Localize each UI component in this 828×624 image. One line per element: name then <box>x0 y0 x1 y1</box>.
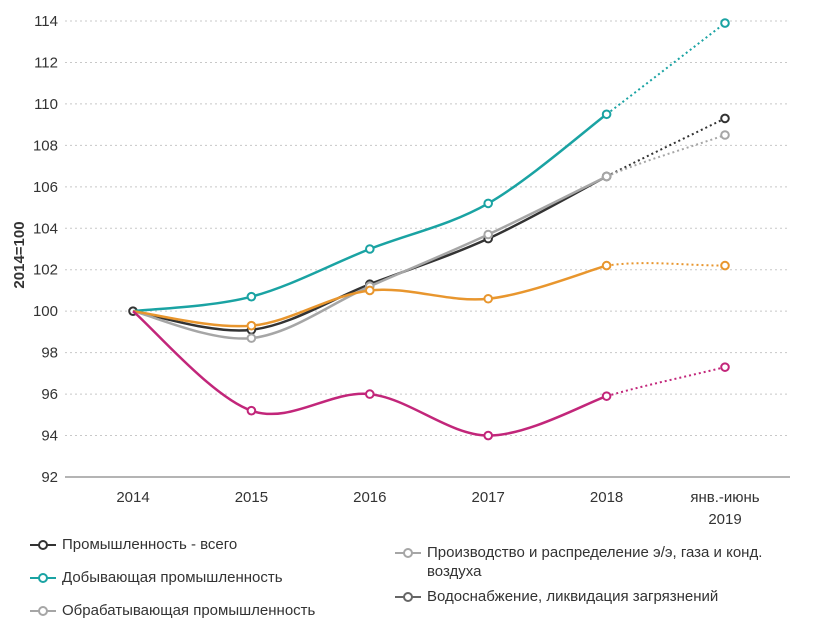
legend-marker <box>395 587 421 606</box>
data-point <box>365 244 375 254</box>
y-tick-label: 102 <box>33 262 58 279</box>
series-projection <box>606 262 726 267</box>
y-axis-label: 2014=100 <box>11 221 28 288</box>
data-point <box>365 389 375 399</box>
y-axis-ticks: 92 94 96 98 100 102 104 106 108 110 112 114 <box>33 13 58 486</box>
x-axis-ticks: 2014 2015 2016 2017 2018 янв.-июнь 2019 <box>116 489 760 528</box>
legend-label: Промышленность - всего <box>62 536 238 553</box>
series-2 <box>132 18 730 313</box>
data-point <box>720 18 730 28</box>
x-tick-label: 2018 <box>590 489 623 506</box>
data-point <box>246 320 257 331</box>
data-point <box>483 229 494 240</box>
legend-item-manufacturing: Обрабатывающая промышленность <box>30 601 370 620</box>
legend-label: Обрабатывающая промышленность <box>62 602 316 619</box>
series-1 <box>128 113 730 335</box>
x-tick-label: 2015 <box>235 489 268 506</box>
x-tick-label: 2016 <box>353 489 386 506</box>
data-point <box>601 260 612 271</box>
series-line <box>132 175 608 340</box>
data-point <box>246 291 257 302</box>
y-tick-label: 100 <box>33 303 58 320</box>
data-point <box>601 391 612 401</box>
series-5 <box>132 310 730 441</box>
series-lines <box>128 18 730 441</box>
legend-item-energy: Производство и распределение э/э, газа и… <box>395 543 815 581</box>
series-line <box>132 264 607 328</box>
y-tick-label: 92 <box>41 469 58 486</box>
y-tick-label: 108 <box>33 137 58 154</box>
x-tick-label: янв.-июнь <box>690 489 759 506</box>
legend-marker <box>30 601 56 620</box>
y-tick-label: 110 <box>34 96 58 113</box>
legend-label: Добывающая промышленность <box>62 569 283 586</box>
series-projection <box>606 117 726 178</box>
y-tick-label: 114 <box>34 13 58 30</box>
series-projection <box>605 22 726 116</box>
legend-marker <box>30 535 56 554</box>
data-point <box>601 109 612 120</box>
x-tick-label: 2014 <box>116 489 149 506</box>
x-tick-label: 2019 <box>708 511 741 528</box>
legend-label: Водоснабжение, ликвидация загрязнений <box>427 588 719 605</box>
data-point <box>720 130 730 140</box>
data-point <box>246 333 257 343</box>
y-tick-label: 94 <box>41 428 58 445</box>
data-point <box>601 171 612 182</box>
y-tick-label: 96 <box>41 386 58 403</box>
series-projection <box>606 366 726 398</box>
series-4 <box>132 260 730 331</box>
data-point <box>720 260 730 271</box>
data-point <box>246 405 257 416</box>
legend-item-mining: Добывающая промышленность <box>30 568 370 587</box>
data-point <box>720 362 730 372</box>
legend-marker <box>30 568 56 587</box>
y-tick-label: 104 <box>33 220 58 237</box>
y-tick-label: 112 <box>34 54 58 71</box>
legend-item-industry-total: Промышленность - всего <box>30 535 370 554</box>
data-point <box>483 198 494 209</box>
series-3 <box>132 130 730 343</box>
data-point <box>365 285 375 296</box>
data-point <box>720 113 730 124</box>
grid-lines <box>65 20 790 478</box>
legend-item-water: Водоснабжение, ликвидация загрязнений <box>395 587 815 606</box>
data-point <box>483 430 494 441</box>
x-tick-label: 2017 <box>472 489 505 506</box>
y-tick-label: 106 <box>33 179 58 196</box>
data-point <box>483 293 494 304</box>
series-projection <box>606 134 726 178</box>
series-line <box>132 310 607 437</box>
legend-marker <box>395 543 421 562</box>
legend-label: Производство и распределение э/э, газа и… <box>427 544 763 580</box>
y-tick-label: 98 <box>41 345 58 362</box>
